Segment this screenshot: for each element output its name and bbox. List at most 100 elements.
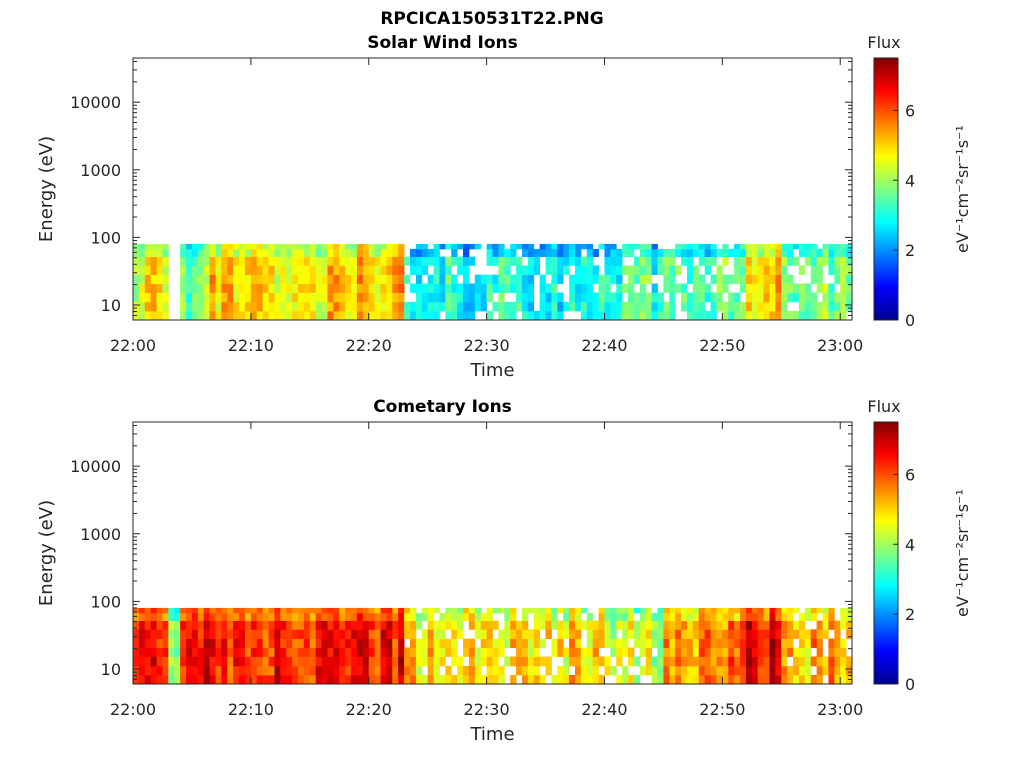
heatmap-cell bbox=[740, 612, 747, 622]
heatmap-cell bbox=[610, 638, 617, 648]
heatmap-cell bbox=[639, 310, 647, 321]
heatmap-cell bbox=[740, 629, 747, 640]
heatmap-cell bbox=[775, 248, 782, 258]
heatmap-cell bbox=[734, 638, 741, 648]
heatmap-cell bbox=[315, 647, 322, 657]
heatmap-cell bbox=[433, 265, 440, 276]
heatmap-cell bbox=[804, 283, 812, 293]
heatmap-cell bbox=[327, 283, 334, 293]
heatmap-cell bbox=[268, 265, 275, 276]
heatmap-cell bbox=[156, 656, 163, 667]
heatmap-cell bbox=[374, 265, 381, 276]
heatmap-cell bbox=[351, 656, 358, 667]
heatmap-cell bbox=[728, 647, 735, 657]
heatmap-cell bbox=[775, 256, 782, 266]
heatmap-cell bbox=[186, 674, 193, 685]
heatmap-cell bbox=[681, 647, 688, 657]
heatmap-cell bbox=[751, 248, 759, 258]
heatmap-cell bbox=[274, 665, 281, 676]
heatmap-cell bbox=[527, 256, 535, 266]
heatmap-cell bbox=[244, 647, 252, 657]
heatmap-cell bbox=[227, 647, 234, 657]
heatmap-cell bbox=[244, 248, 252, 258]
heatmap-cell bbox=[427, 310, 434, 321]
heatmap-cell bbox=[592, 638, 599, 648]
heatmap-cell bbox=[798, 620, 806, 630]
heatmap-cell bbox=[622, 310, 629, 321]
heatmap-cell bbox=[415, 248, 423, 258]
heatmap-cell bbox=[557, 607, 564, 614]
heatmap-cell bbox=[345, 638, 352, 648]
heatmap-cell bbox=[321, 674, 328, 685]
heatmap-cell bbox=[209, 620, 216, 630]
heatmap-cell bbox=[409, 638, 417, 648]
heatmap-cell bbox=[657, 248, 664, 258]
heatmap-cell bbox=[215, 292, 222, 303]
heatmap-cell bbox=[162, 607, 169, 614]
heatmap-cell bbox=[368, 283, 376, 293]
heatmap-cell bbox=[610, 265, 617, 276]
heatmap-cell bbox=[781, 301, 788, 312]
heatmap-cell bbox=[740, 248, 747, 258]
heatmap-cell bbox=[274, 248, 281, 258]
heatmap-cell bbox=[215, 674, 222, 685]
heatmap-cell bbox=[575, 256, 582, 266]
heatmap-cell bbox=[580, 274, 588, 284]
heatmap-cell bbox=[598, 310, 605, 321]
heatmap-cell bbox=[356, 620, 364, 630]
heatmap-cell bbox=[740, 607, 747, 614]
heatmap-cell bbox=[144, 607, 152, 614]
heatmap-cell bbox=[439, 674, 446, 685]
heatmap-cell bbox=[274, 310, 281, 321]
heatmap-cell bbox=[728, 656, 735, 667]
heatmap-cell bbox=[468, 620, 476, 630]
heatmap-cell bbox=[339, 665, 346, 676]
heatmap-cell bbox=[203, 256, 211, 266]
heatmap-cell bbox=[339, 612, 346, 622]
heatmap-cell bbox=[745, 638, 753, 648]
heatmap-cell bbox=[333, 620, 340, 630]
heatmap-cell bbox=[569, 283, 576, 293]
heatmap-cell bbox=[657, 310, 664, 321]
heatmap-cell bbox=[804, 301, 812, 312]
heatmap-cell bbox=[575, 629, 582, 640]
heatmap-cell bbox=[728, 310, 735, 321]
heatmap-cell bbox=[186, 256, 193, 266]
heatmap-cell bbox=[339, 243, 346, 250]
heatmap-cell bbox=[816, 301, 823, 312]
heatmap-cell bbox=[610, 301, 617, 312]
heatmap-cell bbox=[698, 656, 706, 667]
heatmap-cell bbox=[728, 665, 735, 676]
heatmap-cell bbox=[516, 638, 523, 648]
x-tick-label: 22:20 bbox=[346, 336, 392, 355]
heatmap-cell bbox=[740, 647, 747, 657]
heatmap-cell bbox=[769, 620, 776, 630]
heatmap-cell bbox=[474, 301, 482, 312]
heatmap-cell bbox=[433, 283, 440, 293]
heatmap-cell bbox=[250, 612, 258, 622]
heatmap-cell bbox=[610, 612, 617, 622]
heatmap-cell bbox=[457, 283, 464, 293]
heatmap-cell bbox=[569, 607, 576, 614]
heatmap-cell bbox=[327, 265, 334, 276]
heatmap-cell bbox=[457, 665, 464, 676]
heatmap-cell bbox=[168, 674, 175, 685]
heatmap-cell bbox=[451, 243, 458, 250]
heatmap-cell bbox=[645, 310, 653, 321]
heatmap-cell bbox=[745, 274, 753, 284]
heatmap-cell bbox=[292, 265, 299, 276]
heatmap-cell bbox=[840, 638, 847, 648]
heatmap-cell bbox=[156, 620, 163, 630]
heatmap-cell bbox=[233, 310, 240, 321]
heatmap-cell bbox=[239, 620, 246, 630]
heatmap-cell bbox=[356, 665, 364, 676]
heatmap-cell bbox=[362, 620, 370, 630]
heatmap-cell bbox=[804, 243, 812, 250]
heatmap-cell bbox=[575, 620, 582, 630]
heatmap-cell bbox=[745, 607, 753, 614]
heatmap-cell bbox=[239, 274, 246, 284]
heatmap-cell bbox=[409, 665, 417, 676]
heatmap-cell bbox=[751, 283, 759, 293]
y-tick-label: 100 bbox=[90, 592, 121, 611]
heatmap-cell bbox=[539, 638, 546, 648]
